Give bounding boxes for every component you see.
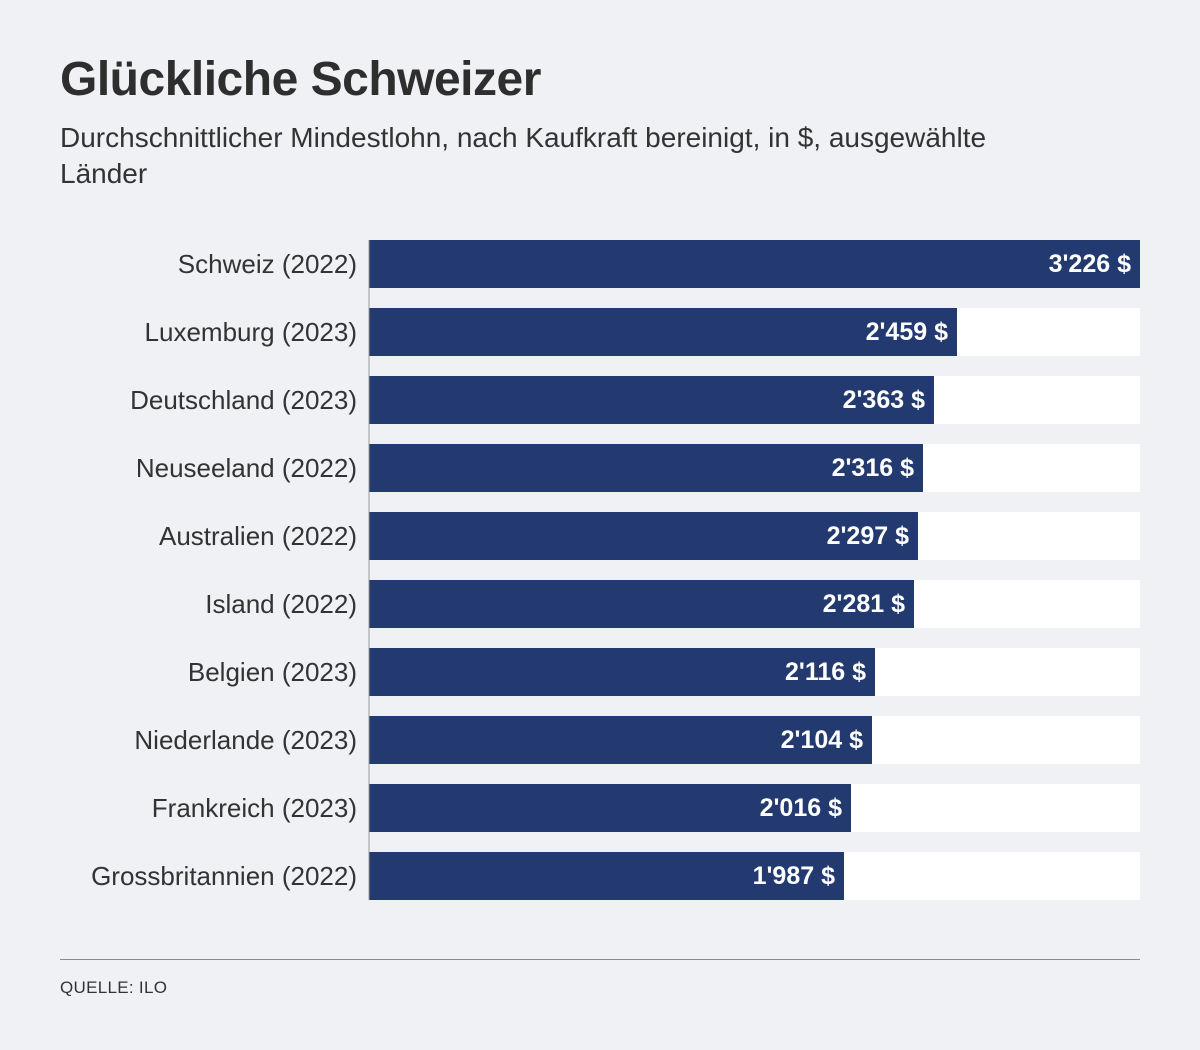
chart-subtitle: Durchschnittlicher Mindestlohn, nach Kau… bbox=[60, 122, 987, 189]
bar bbox=[369, 376, 934, 424]
bar bbox=[369, 784, 851, 832]
category-label: Grossbritannien (2022) bbox=[91, 861, 357, 891]
category-label: Frankreich (2023) bbox=[152, 793, 357, 823]
value-label: 3'226 $ bbox=[1049, 250, 1132, 278]
category-label: Island (2022) bbox=[205, 589, 357, 619]
value-label: 2'116 $ bbox=[785, 658, 866, 686]
bar bbox=[369, 852, 844, 900]
category-label: Luxemburg (2023) bbox=[145, 317, 357, 347]
category-label: Deutschland (2023) bbox=[130, 385, 357, 415]
bar bbox=[369, 308, 957, 356]
category-label: Australien (2022) bbox=[159, 521, 357, 551]
category-label: Schweiz (2022) bbox=[178, 249, 357, 279]
value-label: 2'363 $ bbox=[843, 386, 926, 414]
category-label: Neuseeland (2022) bbox=[136, 453, 357, 483]
value-label: 2'316 $ bbox=[832, 454, 915, 482]
bar bbox=[369, 580, 914, 628]
value-label: 2'016 $ bbox=[760, 794, 843, 822]
bar bbox=[369, 716, 872, 764]
chart-title: Glückliche Schweizer bbox=[60, 53, 541, 106]
category-label: Belgien (2023) bbox=[188, 657, 357, 687]
value-label: 2'104 $ bbox=[781, 726, 864, 754]
bar bbox=[369, 444, 923, 492]
bar bbox=[369, 240, 1140, 288]
source-divider bbox=[60, 959, 1140, 960]
value-label: 2'459 $ bbox=[866, 318, 949, 346]
value-label: 2'297 $ bbox=[827, 522, 910, 550]
source-note: QUELLE: ILO bbox=[60, 978, 168, 997]
bar bbox=[369, 648, 875, 696]
bar bbox=[369, 512, 918, 560]
category-label: Niederlande (2023) bbox=[134, 725, 357, 755]
value-label: 1'987 $ bbox=[753, 862, 836, 890]
value-label: 2'281 $ bbox=[823, 590, 906, 618]
